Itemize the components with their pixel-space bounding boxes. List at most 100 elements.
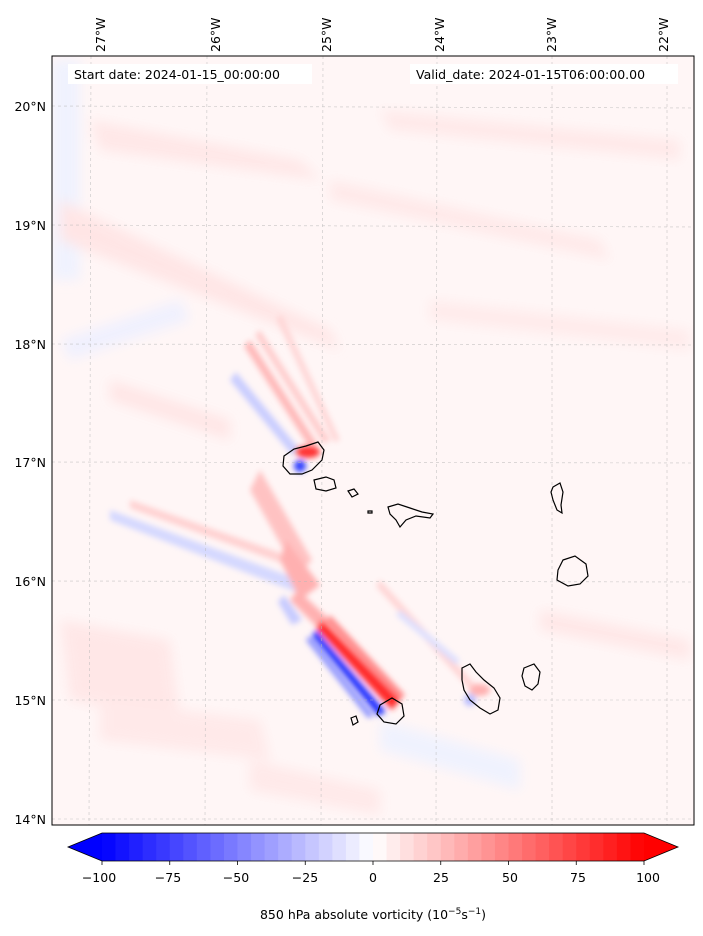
colorbar-segment (332, 833, 347, 861)
colorbar-segment (549, 833, 564, 861)
colorbar-segment (373, 833, 387, 861)
colorbar-segment (115, 833, 130, 861)
island-fogo (376, 697, 405, 725)
lat-label-15n: 15°N (14, 693, 46, 708)
lat-label-16n: 16°N (14, 574, 46, 589)
colorbar-segment (535, 833, 550, 861)
colorbar-segment (237, 833, 252, 861)
island-santo-antao (282, 441, 325, 475)
colorbar-label-exp2: −1 (468, 907, 481, 917)
lat-label-19n: 19°N (14, 218, 46, 233)
valid-date-box (410, 64, 678, 84)
lat-label-18n: 18°N (14, 337, 46, 352)
island-boa-vista (556, 555, 589, 587)
colorbar-segment (603, 833, 618, 861)
island-sal (550, 482, 564, 515)
island-wake-streaks (230, 315, 340, 455)
colorbar-segment (467, 833, 482, 861)
lat-label-14n: 14°N (14, 812, 46, 827)
start-date-box (68, 64, 312, 84)
colorbar-segment (522, 833, 536, 861)
cbar-tick-label: 50 (502, 870, 518, 885)
lon-label-24w: 24°W (432, 17, 447, 52)
map-frame (51, 55, 695, 826)
colorbar-extend-min (68, 833, 102, 861)
cbar-tick-label: −50 (223, 870, 249, 885)
island-santa-luzia (347, 488, 359, 498)
colorbar-segment (169, 833, 184, 861)
lon-label-22w: 22°W (656, 17, 671, 52)
cbar-tick-label: −25 (292, 870, 318, 885)
colorbar-segment (156, 833, 171, 861)
colorbar-segment (305, 833, 320, 861)
colorbar-segments (102, 833, 645, 861)
colorbar-segment (318, 833, 333, 861)
colorbar-segment (223, 833, 238, 861)
valid-date-label: Valid_date: 2024-01-15T06:00:00.00 (416, 67, 645, 82)
colorbar-segment (494, 833, 509, 861)
colorbar-label-end: ) (481, 907, 486, 922)
start-date-label: Start date: 2024-01-15_00:00:00 (74, 67, 280, 82)
colorbar-segment (589, 833, 604, 861)
lat-label-17n: 17°N (14, 455, 46, 470)
map-panel: Start date: 2024-01-15_00:00:00 Valid_da… (14, 17, 695, 827)
colorbar-segment (196, 833, 211, 861)
colorbar-segment (359, 833, 374, 861)
colorbar-extend-max (644, 833, 678, 861)
colorbar-segment (400, 833, 415, 861)
colorbar-segment (183, 833, 198, 861)
colorbar-segment (386, 833, 401, 861)
colorbar-segment (616, 833, 631, 861)
cbar-tick-label: 25 (433, 870, 449, 885)
colorbar-label-exp1: −5 (448, 907, 461, 917)
lat-label-20n: 20°N (14, 99, 46, 114)
colorbar-segment (440, 833, 455, 861)
colorbar-segment (576, 833, 591, 861)
gridlines (52, 56, 694, 825)
cbar-tick-label: 0 (369, 870, 377, 885)
colorbar-segment (481, 833, 496, 861)
cbar-tick-label: 75 (570, 870, 586, 885)
colorbar-segment (562, 833, 577, 861)
background-vorticity-streaks (52, 60, 690, 815)
colorbar-segment (630, 833, 645, 861)
colorbar-segment (508, 833, 523, 861)
colorbar-segment (142, 833, 157, 861)
lon-label-25w: 25°W (319, 17, 334, 52)
vorticity-field (52, 56, 694, 825)
island-sao-nicolau (387, 503, 435, 529)
main-vorticity-band (110, 470, 480, 718)
longitude-labels: 27°W 26°W 25°W 24°W 23°W 22°W (93, 17, 671, 52)
colorbar-segment (278, 833, 293, 861)
colorbar-label: 850 hPa absolute vorticity (10−5s−1) (260, 907, 486, 922)
colorbar-label-main: 850 hPa absolute vorticity (10 (260, 907, 448, 922)
colorbar-segment (264, 833, 279, 861)
colorbar-segment (413, 833, 428, 861)
colorbar-segment (345, 833, 360, 861)
colorbar: −100 −75 −50 −25 0 25 50 75 100 850 hPa … (66, 832, 680, 922)
island-maio (521, 663, 541, 691)
colorbar-ticks (101, 861, 645, 865)
colorbar-tick-labels: −100 −75 −50 −25 0 25 50 75 100 (82, 870, 660, 885)
colorbar-label-unit: s (461, 907, 468, 922)
island-brava (350, 715, 359, 726)
island-branco (367, 510, 373, 514)
colorbar-segment (102, 833, 116, 861)
colorbar-segment (454, 833, 469, 861)
colorbar-segment (210, 833, 225, 861)
lon-label-23w: 23°W (544, 17, 559, 52)
lon-label-26w: 26°W (208, 17, 223, 52)
colorbar-segment (251, 833, 265, 861)
island-santiago (461, 663, 501, 715)
island-sao-vicente (313, 476, 337, 492)
lon-label-27w: 27°W (93, 17, 108, 52)
colorbar-segment (291, 833, 306, 861)
cbar-tick-label: −75 (155, 870, 181, 885)
colorbar-segment (427, 833, 442, 861)
cbar-tick-label: −100 (82, 870, 116, 885)
colorbar-segment (129, 833, 144, 861)
cbar-tick-label: 100 (636, 870, 660, 885)
coastlines (282, 441, 589, 726)
latitude-labels: 20°N 19°N 18°N 17°N 16°N 15°N 14°N (14, 99, 46, 827)
